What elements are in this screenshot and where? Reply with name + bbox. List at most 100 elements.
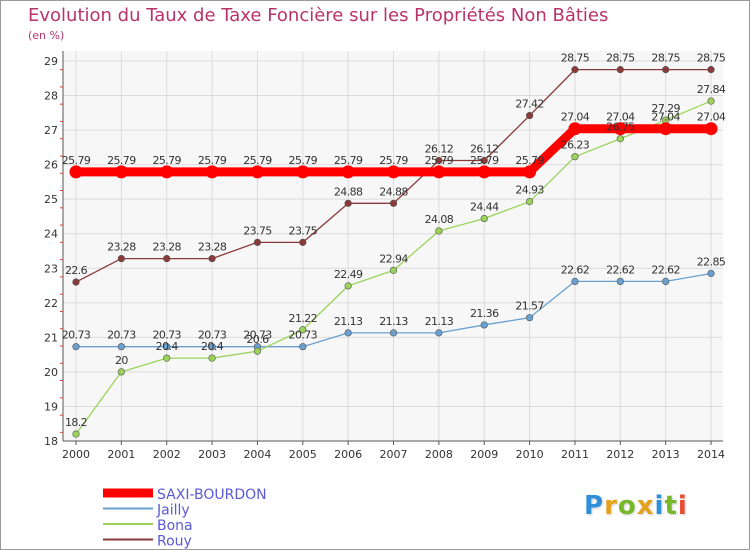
- logo-letter: o: [617, 491, 637, 521]
- y-tick-label: 19: [44, 400, 58, 413]
- data-label: 25.79: [515, 154, 544, 167]
- data-point: [616, 135, 624, 143]
- data-point: [253, 347, 262, 355]
- data-point: [435, 227, 443, 235]
- data-label: 22.62: [651, 263, 680, 276]
- data-point: [707, 97, 715, 105]
- legend-label: Rouy: [157, 534, 192, 550]
- proxiti-logo[interactable]: Proxiti: [584, 491, 688, 521]
- logo-letter: i: [654, 491, 665, 521]
- data-point: [662, 66, 670, 74]
- y-tick-label: 25: [44, 193, 58, 206]
- data-label: 25.79: [152, 154, 181, 167]
- data-point: [344, 282, 352, 290]
- data-point: [69, 165, 83, 179]
- data-label: 20.73: [62, 329, 91, 342]
- data-point: [163, 354, 171, 362]
- data-label: 27.84: [697, 83, 726, 96]
- data-label: 27.04: [561, 111, 590, 124]
- y-tick-label: 26: [44, 159, 58, 172]
- data-point: [480, 321, 488, 329]
- data-label: 24.44: [470, 201, 499, 214]
- data-label: 25.79: [470, 154, 499, 167]
- data-label: 20.6: [246, 333, 269, 346]
- data-label: 25.79: [198, 154, 227, 167]
- data-label: 25.79: [62, 154, 91, 167]
- data-label: 20.73: [198, 329, 227, 342]
- data-point: [568, 122, 582, 136]
- data-point: [432, 165, 446, 179]
- data-label: 22.6: [65, 264, 88, 277]
- data-point: [296, 165, 310, 179]
- data-label: 25.79: [425, 154, 454, 167]
- x-tick-label: 2000: [62, 448, 90, 461]
- y-tick-label: 18: [44, 435, 58, 448]
- data-point: [163, 255, 171, 263]
- data-point: [525, 198, 534, 206]
- data-point: [114, 165, 128, 179]
- legend-label: Jailly: [156, 503, 190, 519]
- data-point: [387, 165, 401, 179]
- chart-subtitle: (en %): [28, 29, 65, 42]
- data-label: 24.88: [379, 185, 408, 198]
- data-point: [117, 255, 125, 263]
- data-label: 22.49: [334, 268, 363, 281]
- logo-letter: i: [677, 491, 688, 521]
- data-point: [250, 165, 264, 179]
- x-tick-label: 2013: [652, 448, 680, 461]
- data-point: [72, 278, 80, 286]
- logo-letter: P: [584, 491, 605, 521]
- data-point: [299, 326, 307, 334]
- x-tick-label: 2011: [561, 448, 589, 461]
- data-point: [525, 111, 534, 120]
- data-label: 23.75: [289, 224, 318, 237]
- data-label: 25.79: [289, 154, 318, 167]
- data-label: 27.04: [606, 111, 635, 124]
- data-label: 26.12: [470, 142, 499, 155]
- data-point: [659, 122, 673, 136]
- y-tick-label: 20: [44, 366, 58, 379]
- x-tick-label: 2004: [243, 448, 271, 461]
- data-label: 21.57: [515, 300, 544, 313]
- logo-letter: x: [636, 491, 655, 521]
- data-point: [117, 368, 125, 376]
- chart-title: Evolution du Taux de Taxe Foncière sur l…: [28, 5, 609, 26]
- data-point: [163, 343, 171, 351]
- legend-label: SAXI-BOURDON: [157, 487, 267, 503]
- x-tick-label: 2007: [380, 448, 408, 461]
- plot-area: [63, 51, 723, 441]
- logo-letter: t: [664, 491, 678, 521]
- x-tick-label: 2006: [334, 448, 362, 461]
- data-label: 28.75: [697, 52, 726, 65]
- data-label: 25.79: [243, 154, 272, 167]
- data-label: 22.62: [606, 263, 635, 276]
- data-point: [160, 165, 174, 179]
- data-label: 25.79: [334, 154, 363, 167]
- data-point: [344, 199, 352, 207]
- data-label: 20.4: [156, 340, 179, 353]
- data-point: [389, 329, 398, 337]
- y-tick-label: 21: [44, 331, 58, 344]
- data-label: 22.85: [697, 255, 726, 268]
- data-point: [523, 165, 537, 179]
- data-point: [613, 122, 627, 136]
- data-label: 26.23: [561, 139, 590, 152]
- data-point: [571, 153, 579, 161]
- data-label: 28.75: [561, 52, 590, 65]
- data-label: 23.28: [152, 241, 181, 254]
- data-point: [662, 277, 670, 286]
- data-point: [704, 122, 718, 136]
- data-point: [205, 165, 219, 179]
- data-label: 25.79: [107, 154, 136, 167]
- data-point: [616, 277, 624, 286]
- data-point: [208, 255, 216, 263]
- data-point: [571, 66, 579, 74]
- x-tick-label: 2002: [153, 448, 181, 461]
- data-point: [480, 156, 488, 165]
- data-label: 27.42: [515, 98, 544, 111]
- data-point: [253, 238, 262, 246]
- data-label: 21.13: [425, 315, 454, 328]
- data-label: 21.13: [379, 315, 408, 328]
- x-tick-label: 2005: [289, 448, 317, 461]
